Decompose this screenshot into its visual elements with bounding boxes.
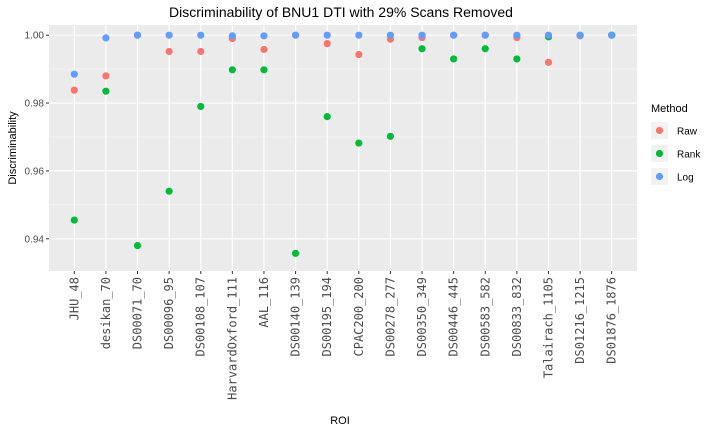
legend-label: Log (677, 173, 694, 184)
legend-title: Method (651, 103, 688, 115)
x-tick-label: DS00140_139 (289, 277, 303, 356)
x-tick-label: DS00108_107 (194, 277, 208, 356)
raw-point (197, 47, 205, 56)
log-point (481, 31, 489, 39)
x-tick-label: CPAC200_200 (352, 277, 366, 356)
log-point (513, 31, 521, 39)
y-axis: 0.94 0.96 0.98 1.00 (25, 31, 49, 245)
y-tick-label: 1.00 (25, 31, 45, 42)
x-tick-label: Talairach_1105 (541, 277, 555, 378)
raw-point (102, 72, 110, 80)
legend-key-log (655, 172, 664, 181)
log-point (260, 32, 268, 40)
rank-point (513, 55, 521, 63)
x-tick-label: DS00096_95 (162, 277, 176, 349)
raw-point (355, 50, 363, 59)
log-point (102, 34, 110, 42)
rank-point (291, 249, 300, 257)
rank-point (450, 55, 458, 63)
x-tick-label: DS01876_1876 (605, 277, 619, 364)
log-point (355, 31, 363, 39)
x-tick-label: JHU_48 (67, 277, 81, 320)
x-tick-label: DS00446_445 (447, 277, 461, 356)
log-point (608, 31, 616, 39)
rank-point (323, 113, 331, 121)
log-point (450, 31, 458, 39)
legend-label: Rank (677, 150, 701, 161)
log-point (386, 31, 395, 39)
raw-point (165, 47, 173, 56)
rank-point (165, 187, 173, 195)
log-point (70, 70, 78, 78)
x-tick-label: DS00195_194 (320, 277, 334, 356)
y-axis-title: Discriminability (7, 111, 19, 185)
x-tick-label: HarvardOxford_111 (225, 277, 239, 400)
log-point (323, 31, 331, 39)
chart-title: Discriminability of BNU1 DTI with 29% Sc… (169, 4, 513, 20)
data-points (70, 31, 616, 257)
y-tick-label: 0.98 (25, 99, 45, 110)
legend-key-rank (655, 149, 664, 158)
log-point (291, 31, 300, 39)
rank-point (260, 66, 268, 74)
legend: Method Raw Rank Log (651, 103, 701, 185)
rank-point (481, 45, 489, 53)
log-point (418, 31, 426, 39)
raw-point (70, 86, 78, 94)
gridlines (49, 25, 637, 271)
legend-label: Raw (677, 127, 698, 138)
x-tick-label: DS01216_1215 (573, 277, 587, 364)
rank-point (197, 102, 205, 111)
x-axis: JHU_48 desikan_70 DS00071_70 DS00096_95 DS00… (67, 271, 619, 400)
rank-point (386, 132, 395, 140)
x-tick-label: DS00833_832 (510, 277, 524, 356)
x-tick-label: DS00071_70 (131, 277, 145, 349)
x-tick-label: DS00350_349 (415, 277, 429, 356)
log-point (576, 31, 584, 39)
y-tick-label: 0.94 (25, 234, 45, 245)
log-point (544, 31, 553, 39)
rank-point (133, 241, 142, 250)
x-tick-label: desikan_70 (99, 277, 113, 349)
log-point (197, 31, 205, 39)
raw-point (323, 40, 331, 48)
x-axis-title: ROI (330, 415, 350, 427)
x-tick-label: DS00278_277 (383, 277, 397, 356)
x-tick-label: DS00583_582 (478, 277, 492, 356)
log-point (228, 32, 236, 40)
log-point (133, 31, 142, 39)
raw-point (260, 45, 268, 54)
plot-panel (49, 25, 637, 271)
rank-point (355, 139, 363, 147)
rank-point (102, 87, 110, 95)
log-point (165, 31, 173, 39)
x-tick-label: AAL_116 (257, 277, 271, 328)
legend-key-raw (655, 126, 664, 135)
rank-point (70, 216, 78, 224)
y-tick-label: 0.96 (25, 166, 45, 177)
rank-point (228, 66, 236, 74)
raw-point (544, 58, 553, 66)
rank-point (418, 45, 426, 53)
